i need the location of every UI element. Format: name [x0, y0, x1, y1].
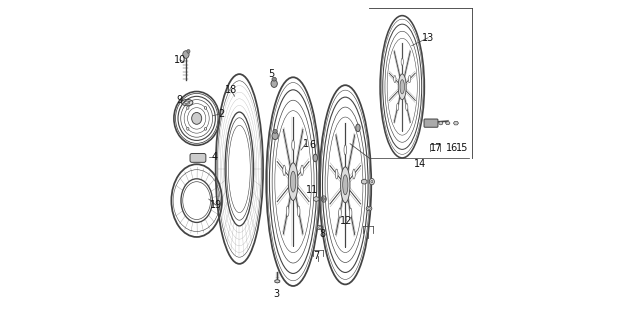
Ellipse shape — [283, 165, 285, 175]
Ellipse shape — [406, 103, 408, 110]
Text: 18: 18 — [225, 85, 237, 95]
Ellipse shape — [335, 169, 338, 179]
Ellipse shape — [353, 169, 355, 179]
Ellipse shape — [366, 206, 372, 211]
FancyBboxPatch shape — [424, 119, 438, 127]
Ellipse shape — [356, 124, 360, 132]
Ellipse shape — [394, 76, 396, 83]
Text: 3: 3 — [274, 289, 280, 299]
Ellipse shape — [321, 196, 326, 202]
Text: 14: 14 — [415, 159, 427, 169]
Ellipse shape — [340, 167, 350, 203]
Polygon shape — [454, 122, 458, 125]
Ellipse shape — [182, 100, 193, 106]
Text: 15: 15 — [456, 144, 468, 153]
Ellipse shape — [298, 206, 300, 216]
Ellipse shape — [349, 208, 352, 218]
Ellipse shape — [183, 51, 189, 58]
Ellipse shape — [400, 80, 404, 94]
Ellipse shape — [369, 178, 374, 185]
Ellipse shape — [408, 76, 411, 83]
Ellipse shape — [273, 130, 277, 133]
Text: 8: 8 — [319, 229, 326, 239]
Text: 17: 17 — [430, 144, 442, 153]
Text: 5: 5 — [268, 69, 274, 79]
Polygon shape — [275, 279, 280, 283]
Text: 10: 10 — [174, 55, 186, 65]
Ellipse shape — [288, 163, 298, 200]
Ellipse shape — [204, 107, 207, 109]
Ellipse shape — [187, 128, 189, 130]
Polygon shape — [362, 179, 367, 184]
Ellipse shape — [291, 171, 296, 192]
Ellipse shape — [286, 206, 289, 216]
Text: 9: 9 — [177, 95, 183, 105]
Ellipse shape — [204, 128, 207, 130]
Polygon shape — [314, 197, 319, 202]
Text: 2: 2 — [218, 109, 225, 119]
Text: 16: 16 — [446, 144, 458, 153]
Ellipse shape — [292, 140, 294, 150]
Ellipse shape — [191, 113, 202, 124]
Text: 11: 11 — [307, 184, 319, 195]
Ellipse shape — [313, 154, 317, 162]
Ellipse shape — [271, 80, 277, 87]
Ellipse shape — [272, 132, 278, 140]
Polygon shape — [439, 121, 443, 125]
Ellipse shape — [187, 49, 190, 53]
Text: 7: 7 — [313, 251, 319, 261]
Ellipse shape — [272, 77, 276, 81]
Ellipse shape — [317, 225, 323, 230]
Ellipse shape — [187, 107, 189, 109]
Ellipse shape — [344, 145, 347, 155]
Text: 1: 1 — [303, 139, 309, 149]
Polygon shape — [445, 122, 450, 125]
Ellipse shape — [339, 208, 341, 218]
FancyBboxPatch shape — [190, 153, 206, 162]
Text: 4: 4 — [212, 152, 218, 162]
Ellipse shape — [397, 103, 399, 110]
Text: 13: 13 — [422, 33, 435, 43]
Text: 19: 19 — [210, 200, 223, 210]
Ellipse shape — [342, 175, 348, 195]
Ellipse shape — [401, 58, 403, 65]
Text: 12: 12 — [340, 216, 353, 226]
Text: 6: 6 — [310, 140, 316, 150]
Ellipse shape — [398, 74, 406, 100]
Ellipse shape — [301, 165, 303, 175]
